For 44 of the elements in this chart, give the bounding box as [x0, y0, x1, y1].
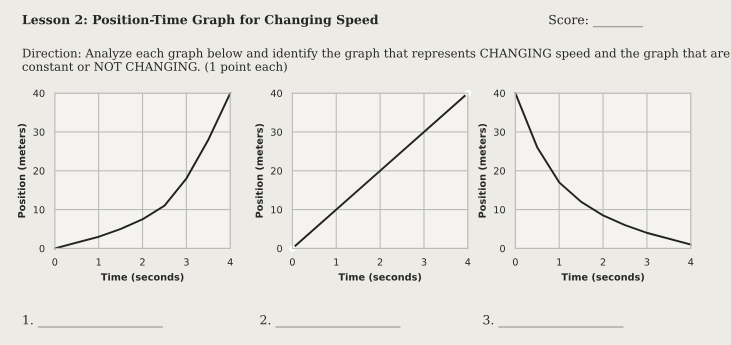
text: 1. ____________________: [23, 315, 163, 328]
x-axis-title: Time (seconds): [338, 273, 422, 282]
x-tick-label: 2: [378, 258, 382, 266]
x-tick-label: 4: [228, 258, 233, 266]
y-tick-label: 0: [277, 244, 282, 252]
x-tick-label: 2: [600, 258, 606, 266]
x-axis-title: Time (seconds): [561, 273, 644, 282]
y-tick-label: 40: [33, 90, 44, 97]
y-tick-label: 20: [494, 167, 505, 175]
y-tick-label: 10: [271, 206, 282, 214]
text: Score: ________: [549, 14, 643, 28]
x-tick-label: 4: [465, 258, 470, 266]
x-axis-title: Time (seconds): [100, 273, 184, 282]
y-axis-title: Position (meters): [18, 124, 26, 218]
text: 3. ____________________: [483, 315, 624, 328]
x-tick-label: 0: [52, 258, 58, 266]
y-tick-label: 40: [270, 90, 282, 97]
line-series: [514, 92, 692, 246]
y-tick-label: 40: [494, 90, 505, 97]
x-tick-label: 3: [422, 258, 426, 266]
y-axis-title: Position (meters): [478, 124, 487, 218]
y-tick-label: 0: [500, 244, 505, 252]
x-tick-label: 0: [512, 258, 518, 266]
line-series: [54, 92, 232, 250]
y-tick-label: 20: [33, 167, 44, 175]
x-tick-label: 3: [644, 258, 650, 266]
x-tick-label: 3: [184, 258, 189, 266]
y-tick-label: 20: [271, 167, 282, 175]
chart-title: Lesson 2: Position-Time Graph for Changing Speed: [22, 14, 378, 27]
x-tick-label: 1: [557, 258, 562, 266]
y-axis-title: Position (meters): [255, 124, 264, 218]
y-tick-label: 0: [40, 244, 44, 252]
y-tick-label: 30: [271, 128, 282, 136]
x-tick-label: 0: [290, 258, 295, 266]
y-tick-label: 10: [494, 206, 505, 214]
x-tick-label: 1: [96, 258, 101, 266]
text: Direction: Analyze each graph below and identify the graph that represents CHANGING speed and the graph that are constant or NOT CHANGING. (1 point each): [22, 48, 730, 74]
text: 2. ____________________: [260, 315, 400, 328]
y-tick-label: 10: [34, 206, 44, 214]
x-tick-label: 4: [688, 258, 694, 266]
y-tick-label: 30: [494, 128, 505, 136]
x-tick-label: 1: [334, 258, 338, 266]
y-tick-label: 30: [33, 128, 44, 136]
x-tick-label: 2: [140, 258, 145, 266]
